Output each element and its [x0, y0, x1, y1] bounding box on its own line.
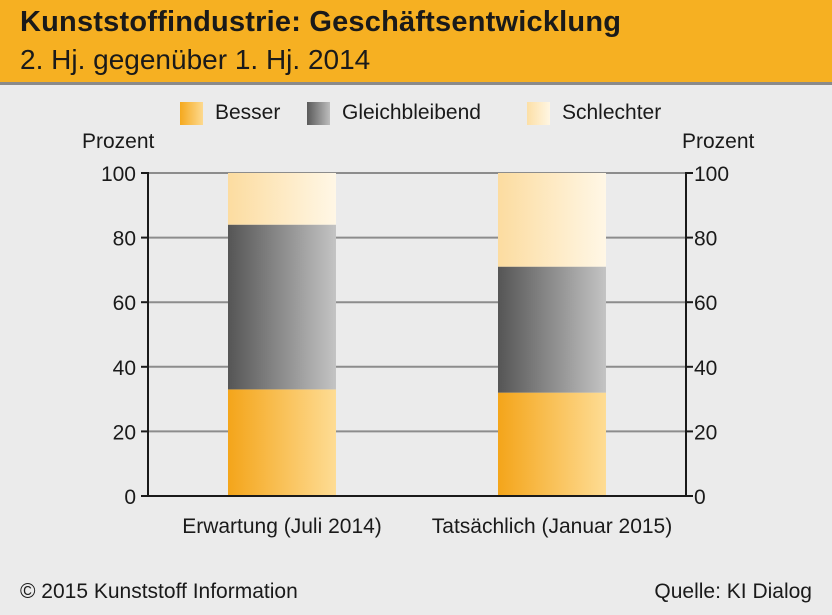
bar-segment-besser-1: [228, 389, 336, 496]
left-tick-label-0: 0: [124, 486, 136, 509]
right-tick-label-100: 100: [694, 163, 729, 186]
category-label-1: Erwartung (Juli 2014): [182, 515, 382, 538]
bar-segment-gleichbleibend-2: [498, 266, 606, 393]
right-axis-unit: Prozent: [682, 130, 755, 153]
left-tick-label-80: 80: [113, 228, 136, 251]
left-axis-unit: Prozent: [82, 130, 155, 153]
axes: [141, 172, 693, 497]
source-text: Quelle: KI Dialog: [654, 580, 812, 603]
left-tick-label-40: 40: [113, 357, 136, 380]
right-tick-label-40: 40: [694, 357, 717, 380]
chart-header: Kunststoffindustrie: Geschäftsentwicklun…: [0, 0, 832, 85]
left-tick-label-20: 20: [113, 421, 136, 444]
chart-subtitle: 2. Hj. gegenüber 1. Hj. 2014: [20, 44, 371, 75]
right-tick-label-60: 60: [694, 292, 717, 315]
right-tick-label-80: 80: [694, 228, 717, 251]
bar-segment-besser-2: [498, 392, 606, 496]
bars: [228, 173, 606, 496]
left-tick-label-60: 60: [113, 292, 136, 315]
chart-legend: Besser Gleichbleibend Schlechter: [0, 98, 832, 130]
bar-segment-schlechter-2: [498, 173, 606, 267]
copyright-text: © 2015 Kunststoff Information: [20, 580, 298, 603]
right-tick-label-20: 20: [694, 421, 717, 444]
legend-label-besser: Besser: [215, 101, 281, 124]
legend-label-gleichbleibend: Gleichbleibend: [342, 101, 481, 124]
legend-swatch-schlechter: [527, 102, 550, 125]
bar-segment-gleichbleibend-1: [228, 224, 336, 390]
category-label-2: Tatsächlich (Januar 2015): [432, 515, 672, 538]
chart-title: Kunststoffindustrie: Geschäftsentwicklun…: [20, 6, 622, 38]
legend-swatch-gleichbleibend: [307, 102, 330, 125]
right-tick-label-0: 0: [694, 486, 706, 509]
bar-segment-schlechter-1: [228, 173, 336, 225]
legend-label-schlechter: Schlechter: [562, 101, 662, 124]
axis-labels: 0 0 20 20 40 40 60 60 80 80 100 100 Erwartung (Juli …: [101, 163, 729, 538]
left-tick-label-100: 100: [101, 163, 136, 186]
legend-swatch-besser: [180, 102, 203, 125]
